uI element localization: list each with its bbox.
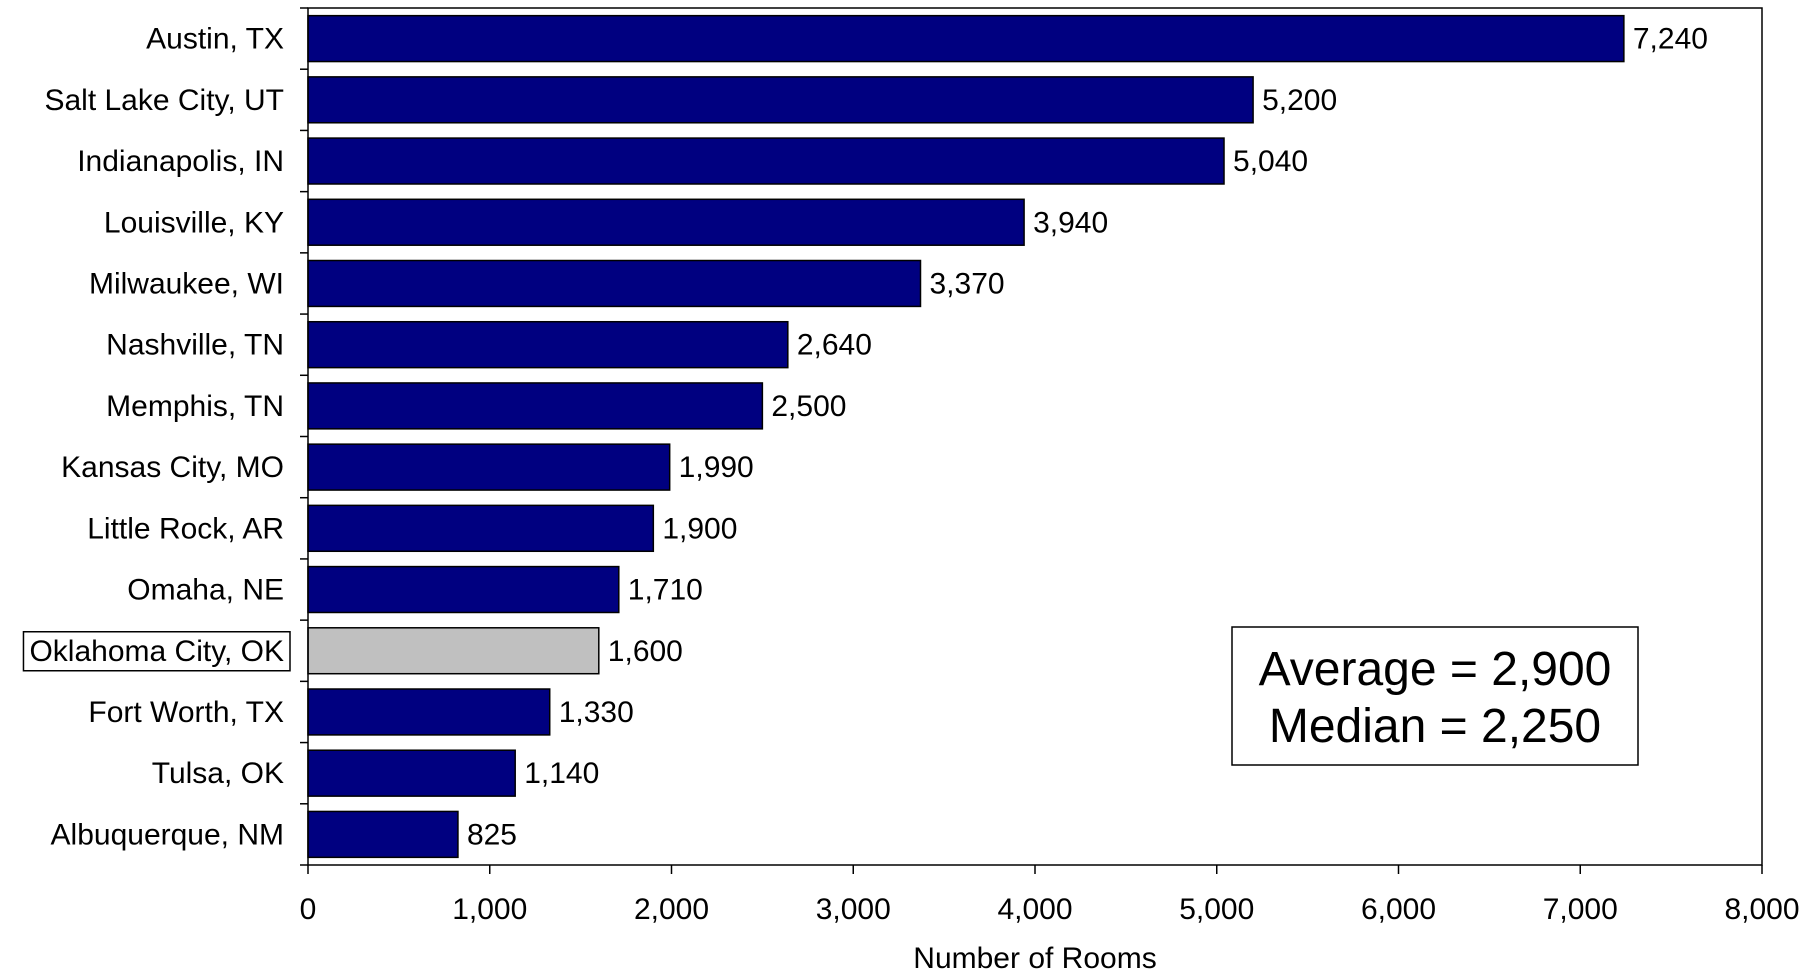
bar-kansas-city-mo (307, 443, 671, 491)
value-label-louisville-ky: 3,940 (1033, 206, 1108, 239)
x-tick-label: 3,000 (816, 893, 891, 926)
stats-annotation-box: Average = 2,900 Median = 2,250 (1231, 626, 1639, 766)
category-label-salt-lake-city-ut: Salt Lake City, UT (44, 84, 284, 117)
x-tick-label: 2,000 (634, 893, 709, 926)
value-label-milwaukee-wi: 3,370 (929, 267, 1004, 300)
category-label-nashville-tn: Nashville, TN (106, 329, 284, 362)
category-label-louisville-ky: Louisville, KY (104, 206, 284, 239)
value-label-fort-worth-tx: 1,330 (559, 696, 634, 729)
value-label-kansas-city-mo: 1,990 (679, 451, 754, 484)
category-label-fort-worth-tx: Fort Worth, TX (88, 696, 284, 729)
category-label-milwaukee-wi: Milwaukee, WI (89, 267, 284, 300)
value-label-albuquerque-nm: 825 (467, 818, 517, 851)
bar-indianapolis-in (307, 137, 1225, 185)
value-label-little-rock-ar: 1,900 (662, 512, 737, 545)
bar-salt-lake-city-ut (307, 76, 1254, 124)
value-label-salt-lake-city-ut: 5,200 (1262, 84, 1337, 117)
bar-fort-worth-tx (307, 688, 551, 736)
category-label-little-rock-ar: Little Rock, AR (87, 512, 284, 545)
x-tick-label: 5,000 (1179, 893, 1254, 926)
average-stat: Average = 2,900 (1259, 643, 1612, 696)
stats-box-frame (1231, 626, 1639, 766)
category-label-tulsa-ok: Tulsa, OK (152, 757, 284, 790)
x-axis-title: Number of Rooms (913, 942, 1156, 975)
bar-austin-tx (307, 14, 1625, 63)
category-label-albuquerque-nm: Albuquerque, NM (51, 818, 284, 851)
category-label-austin-tx: Austin, TX (146, 23, 284, 56)
category-label-omaha-ne: Omaha, NE (127, 574, 284, 607)
value-label-indianapolis-in: 5,040 (1233, 145, 1308, 178)
bar-louisville-ky (307, 198, 1025, 246)
x-tick-label: 6,000 (1361, 893, 1436, 926)
category-label-kansas-city-mo: Kansas City, MO (61, 451, 284, 484)
bar-memphis-tn (307, 382, 764, 430)
value-label-memphis-tn: 2,500 (771, 390, 846, 423)
axes: 0 1,000 2,000 3,000 4,000 5,000 6,000 7,000 8,00… (300, 7, 1800, 926)
value-labels: 7,240 5,200 5,040 3,940 3,370 2,640 2,500 1,990… (467, 23, 1708, 852)
value-label-nashville-tn: 2,640 (797, 329, 872, 362)
bar-tulsa-ok (307, 749, 516, 797)
bar-albuquerque-nm (307, 810, 459, 859)
bar-oklahoma-city-ok (307, 627, 600, 675)
x-tick-label: 7,000 (1543, 893, 1618, 926)
bar-nashville-tn (307, 320, 789, 369)
value-label-oklahoma-city-ok: 1,600 (608, 635, 683, 668)
bar-milwaukee-wi (307, 259, 922, 308)
category-label-memphis-tn: Memphis, TN (106, 390, 284, 423)
bars-layer (307, 14, 1625, 859)
value-label-tulsa-ok: 1,140 (524, 757, 599, 790)
value-label-omaha-ne: 1,710 (628, 574, 703, 607)
x-tick-label: 8,000 (1724, 893, 1799, 926)
x-tick-label: 4,000 (997, 893, 1072, 926)
x-tick-label: 1,000 (452, 893, 527, 926)
value-label-austin-tx: 7,240 (1633, 23, 1708, 56)
category-labels: Austin, TX Salt Lake City, UT Indianapolis… (22, 23, 291, 851)
median-stat: Median = 2,250 (1269, 700, 1601, 753)
highlight-label-box (22, 631, 291, 672)
category-label-indianapolis-in: Indianapolis, IN (77, 145, 284, 178)
bar-omaha-ne (307, 565, 620, 614)
x-tick-label: 0 (300, 893, 317, 926)
bar-little-rock-ar (307, 504, 655, 553)
category-label-oklahoma-city-ok: Oklahoma City, OK (29, 635, 284, 668)
